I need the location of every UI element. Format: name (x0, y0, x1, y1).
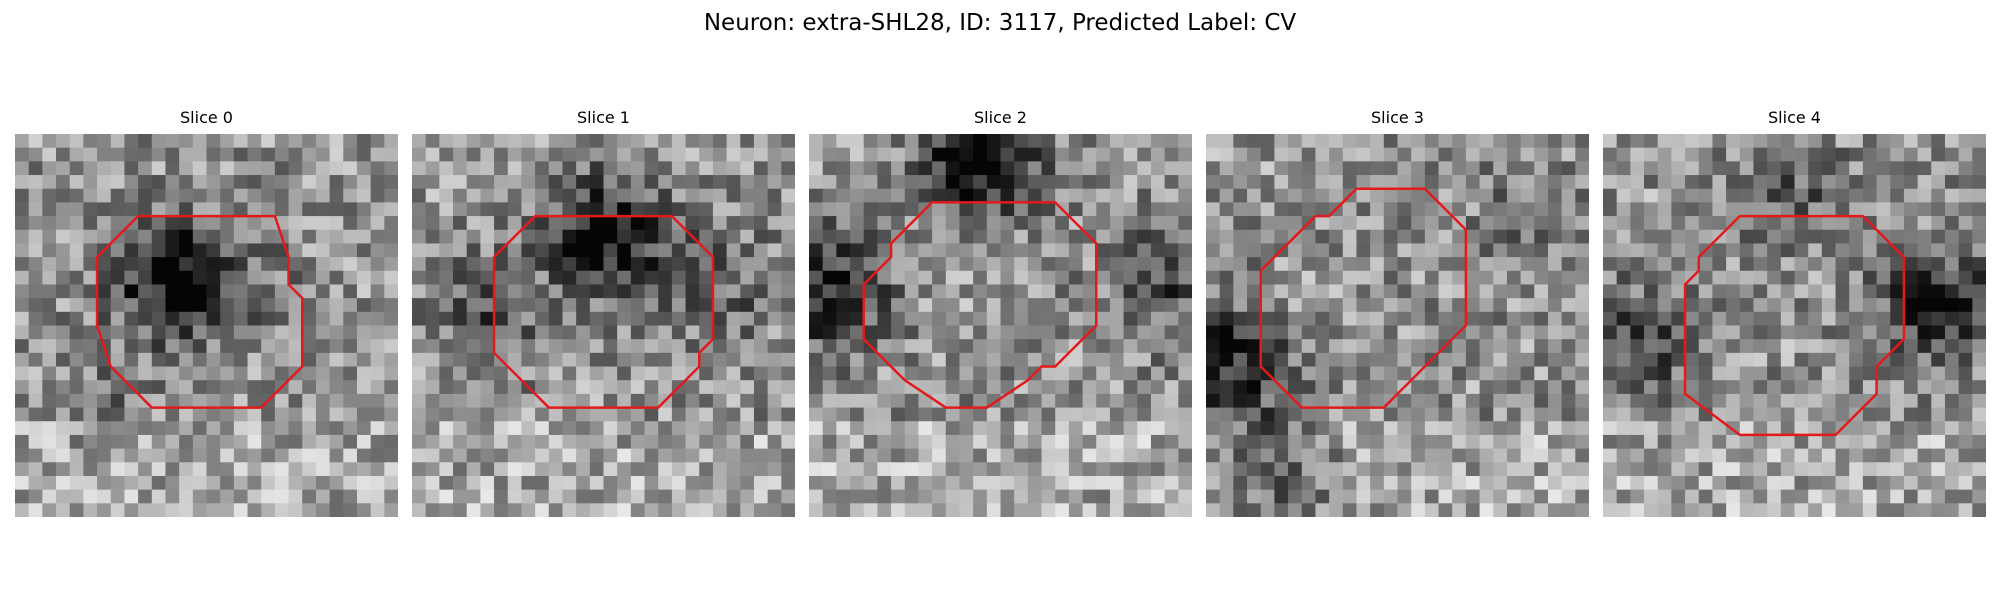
slice-image (1603, 134, 1986, 517)
pixel-grid (1603, 134, 1986, 517)
roi-contour (95, 214, 304, 409)
slice-title: Slice 2 (974, 108, 1027, 127)
pixel-grid (412, 134, 795, 517)
slice-title: Slice 0 (180, 108, 233, 127)
slice-image (1206, 134, 1589, 517)
slice-title: Slice 1 (577, 108, 630, 127)
slice-title: Slice 4 (1768, 108, 1821, 127)
pixel-grid (15, 134, 398, 517)
roi-contour (492, 214, 715, 409)
slice-image (809, 134, 1192, 517)
pixel-grid (809, 134, 1192, 517)
pixel-grid (1206, 134, 1589, 517)
slice-image (15, 134, 398, 517)
slice-image (412, 134, 795, 517)
figure-title: Neuron: extra-SHL28, ID: 3117, Predicted… (703, 10, 1297, 36)
slice-title: Slice 3 (1371, 108, 1424, 127)
roi-contour (1259, 187, 1468, 409)
roi-contour (862, 201, 1098, 409)
roi-contour (1683, 214, 1906, 437)
